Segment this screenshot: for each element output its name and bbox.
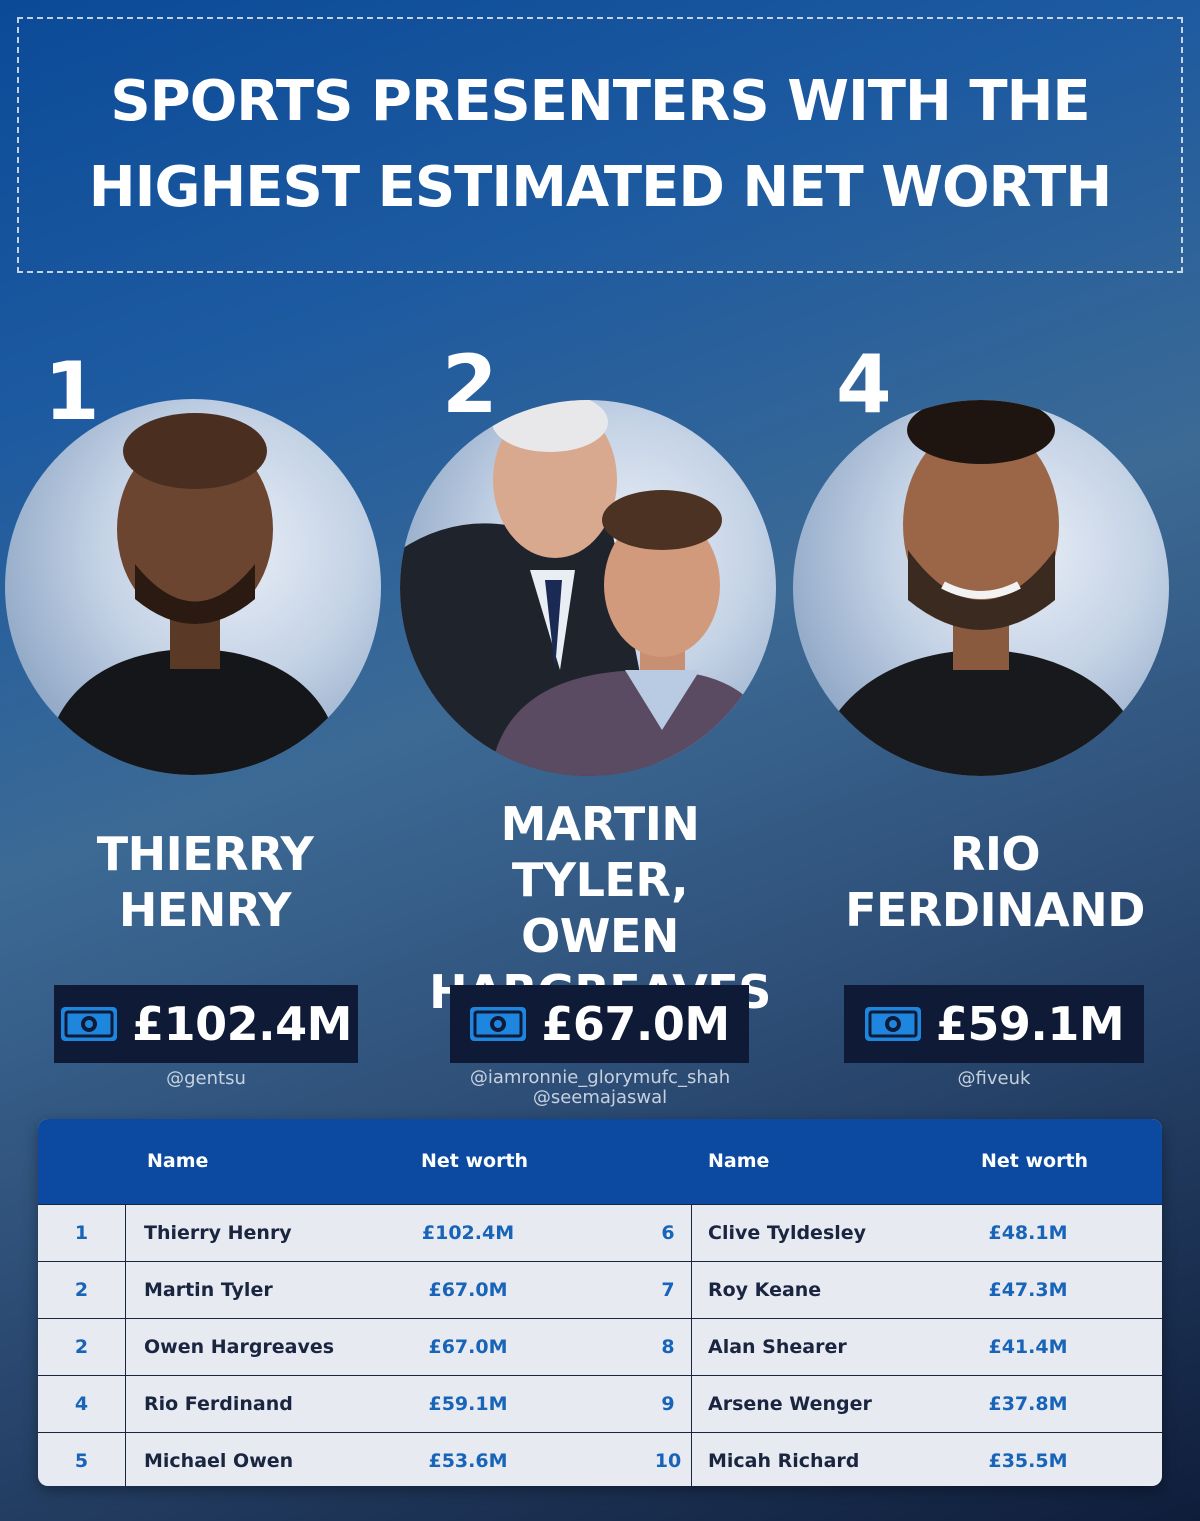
cash-icon [864,1007,921,1041]
table-row: 2 Martin Tyler £67.0M 7 Roy Keane £47.3M [38,1261,1162,1318]
rank-cell: 6 [661,1222,675,1244]
net-worth-value: £67.0M [541,997,730,1051]
photo-credit-line: @iamronnie_glorymufc_shah [469,1067,731,1088]
column-header-net-worth: Net worth [421,1150,529,1172]
name-cell: Owen Hargreaves [144,1336,335,1358]
rank-cell: 2 [74,1336,89,1358]
rank-cell: 10 [654,1450,682,1472]
name-cell: Micah Richard [708,1450,860,1472]
rank-cell: 5 [74,1450,89,1472]
photo-credit: @fiveuk [957,1068,1031,1089]
cash-icon [470,1007,527,1041]
presenter-name-line: MARTIN TYLER, [500,797,700,907]
net-worth-cell: £67.0M [428,1279,508,1301]
name-cell: Roy Keane [708,1279,822,1301]
net-worth-cell: £102.4M [421,1222,515,1244]
column-header-net-worth: Net worth [981,1150,1089,1172]
column-divider [125,1204,126,1486]
cash-icon [61,1007,118,1041]
rank-cell: 9 [661,1393,675,1415]
presenter-name: THIERRY HENRY [40,826,370,938]
rank-cell: 2 [74,1279,89,1301]
name-cell: Arsene Wenger [708,1393,872,1415]
presenter-photo-ferdinand [793,400,1169,776]
name-cell: Michael Owen [144,1450,294,1472]
net-worth-cell: £41.4M [988,1336,1068,1358]
presenter-name: RIO FERDINAND [830,826,1160,938]
net-worth-cell: £47.3M [988,1279,1068,1301]
presenter-name-line: HENRY [118,883,292,937]
photo-credit: @gentsu [166,1068,246,1089]
table-header: Name Net worth Name Net worth [38,1119,1162,1204]
rank-number: 4 [836,338,892,431]
person-photo-icon [813,400,1149,776]
net-worth-cell: £53.6M [428,1450,508,1472]
net-worth-value: £59.1M [935,997,1125,1051]
rank-number: 1 [44,345,100,438]
page-title-line-2: HIGHEST ESTIMATED NET WORTH [88,155,1112,220]
person-photo-icon [400,400,776,776]
rank-cell: 7 [661,1279,675,1301]
presenter-name-line: RIO [949,827,1041,881]
net-worth-cell: £48.1M [988,1222,1068,1244]
presenter-photo-henry [5,399,381,775]
table-row: 4 Rio Ferdinand £59.1M 9 Arsene Wenger £37.8M [38,1375,1162,1432]
name-cell: Martin Tyler [144,1279,273,1301]
name-cell: Rio Ferdinand [144,1393,293,1415]
net-worth-badge: £67.0M [450,985,749,1063]
person-photo-icon [45,413,341,775]
column-header-name: Name [708,1150,770,1172]
photo-credit: @iamronnie_glorymufc_shah @seemajaswal [420,1068,780,1108]
column-divider [691,1204,692,1486]
net-worth-cell: £35.5M [988,1450,1068,1472]
net-worth-table: Name Net worth Name Net worth 1 Thierry H… [38,1119,1162,1486]
presenter-name-line: OWEN [521,909,679,963]
net-worth-cell: £59.1M [428,1393,508,1415]
rank-cell: 8 [661,1336,675,1358]
presenter-photo-tyler-hargreaves [400,400,776,776]
page-title-line-1: SPORTS PRESENTERS WITH THE [110,69,1090,134]
presenter-name-line: FERDINAND [845,883,1145,937]
name-cell: Clive Tyldesley [708,1222,867,1244]
net-worth-cell: £37.8M [988,1393,1068,1415]
rank-cell: 1 [74,1222,89,1244]
rank-number: 2 [442,338,498,431]
net-worth-badge: £102.4M [54,985,358,1063]
presenter-name-line: THIERRY [96,827,314,881]
column-header-name: Name [147,1150,209,1172]
table-row: 1 Thierry Henry £102.4M 6 Clive Tyldesley £48… [38,1204,1162,1261]
name-cell: Alan Shearer [708,1336,847,1358]
rank-cell: 4 [74,1393,89,1415]
table-row: 5 Michael Owen £53.6M 10 Micah Richard £35.5M [38,1432,1162,1486]
net-worth-badge: £59.1M [844,985,1144,1063]
table-row: 2 Owen Hargreaves £67.0M 8 Alan Shearer £41.4… [38,1318,1162,1375]
title-box: SPORTS PRESENTERS WITH THE HIGHEST ESTIM… [17,17,1183,273]
name-cell: Thierry Henry [144,1222,292,1244]
photo-credit-line: @seemajaswal [532,1087,668,1108]
net-worth-cell: £67.0M [428,1336,508,1358]
net-worth-value: £102.4M [132,997,352,1051]
